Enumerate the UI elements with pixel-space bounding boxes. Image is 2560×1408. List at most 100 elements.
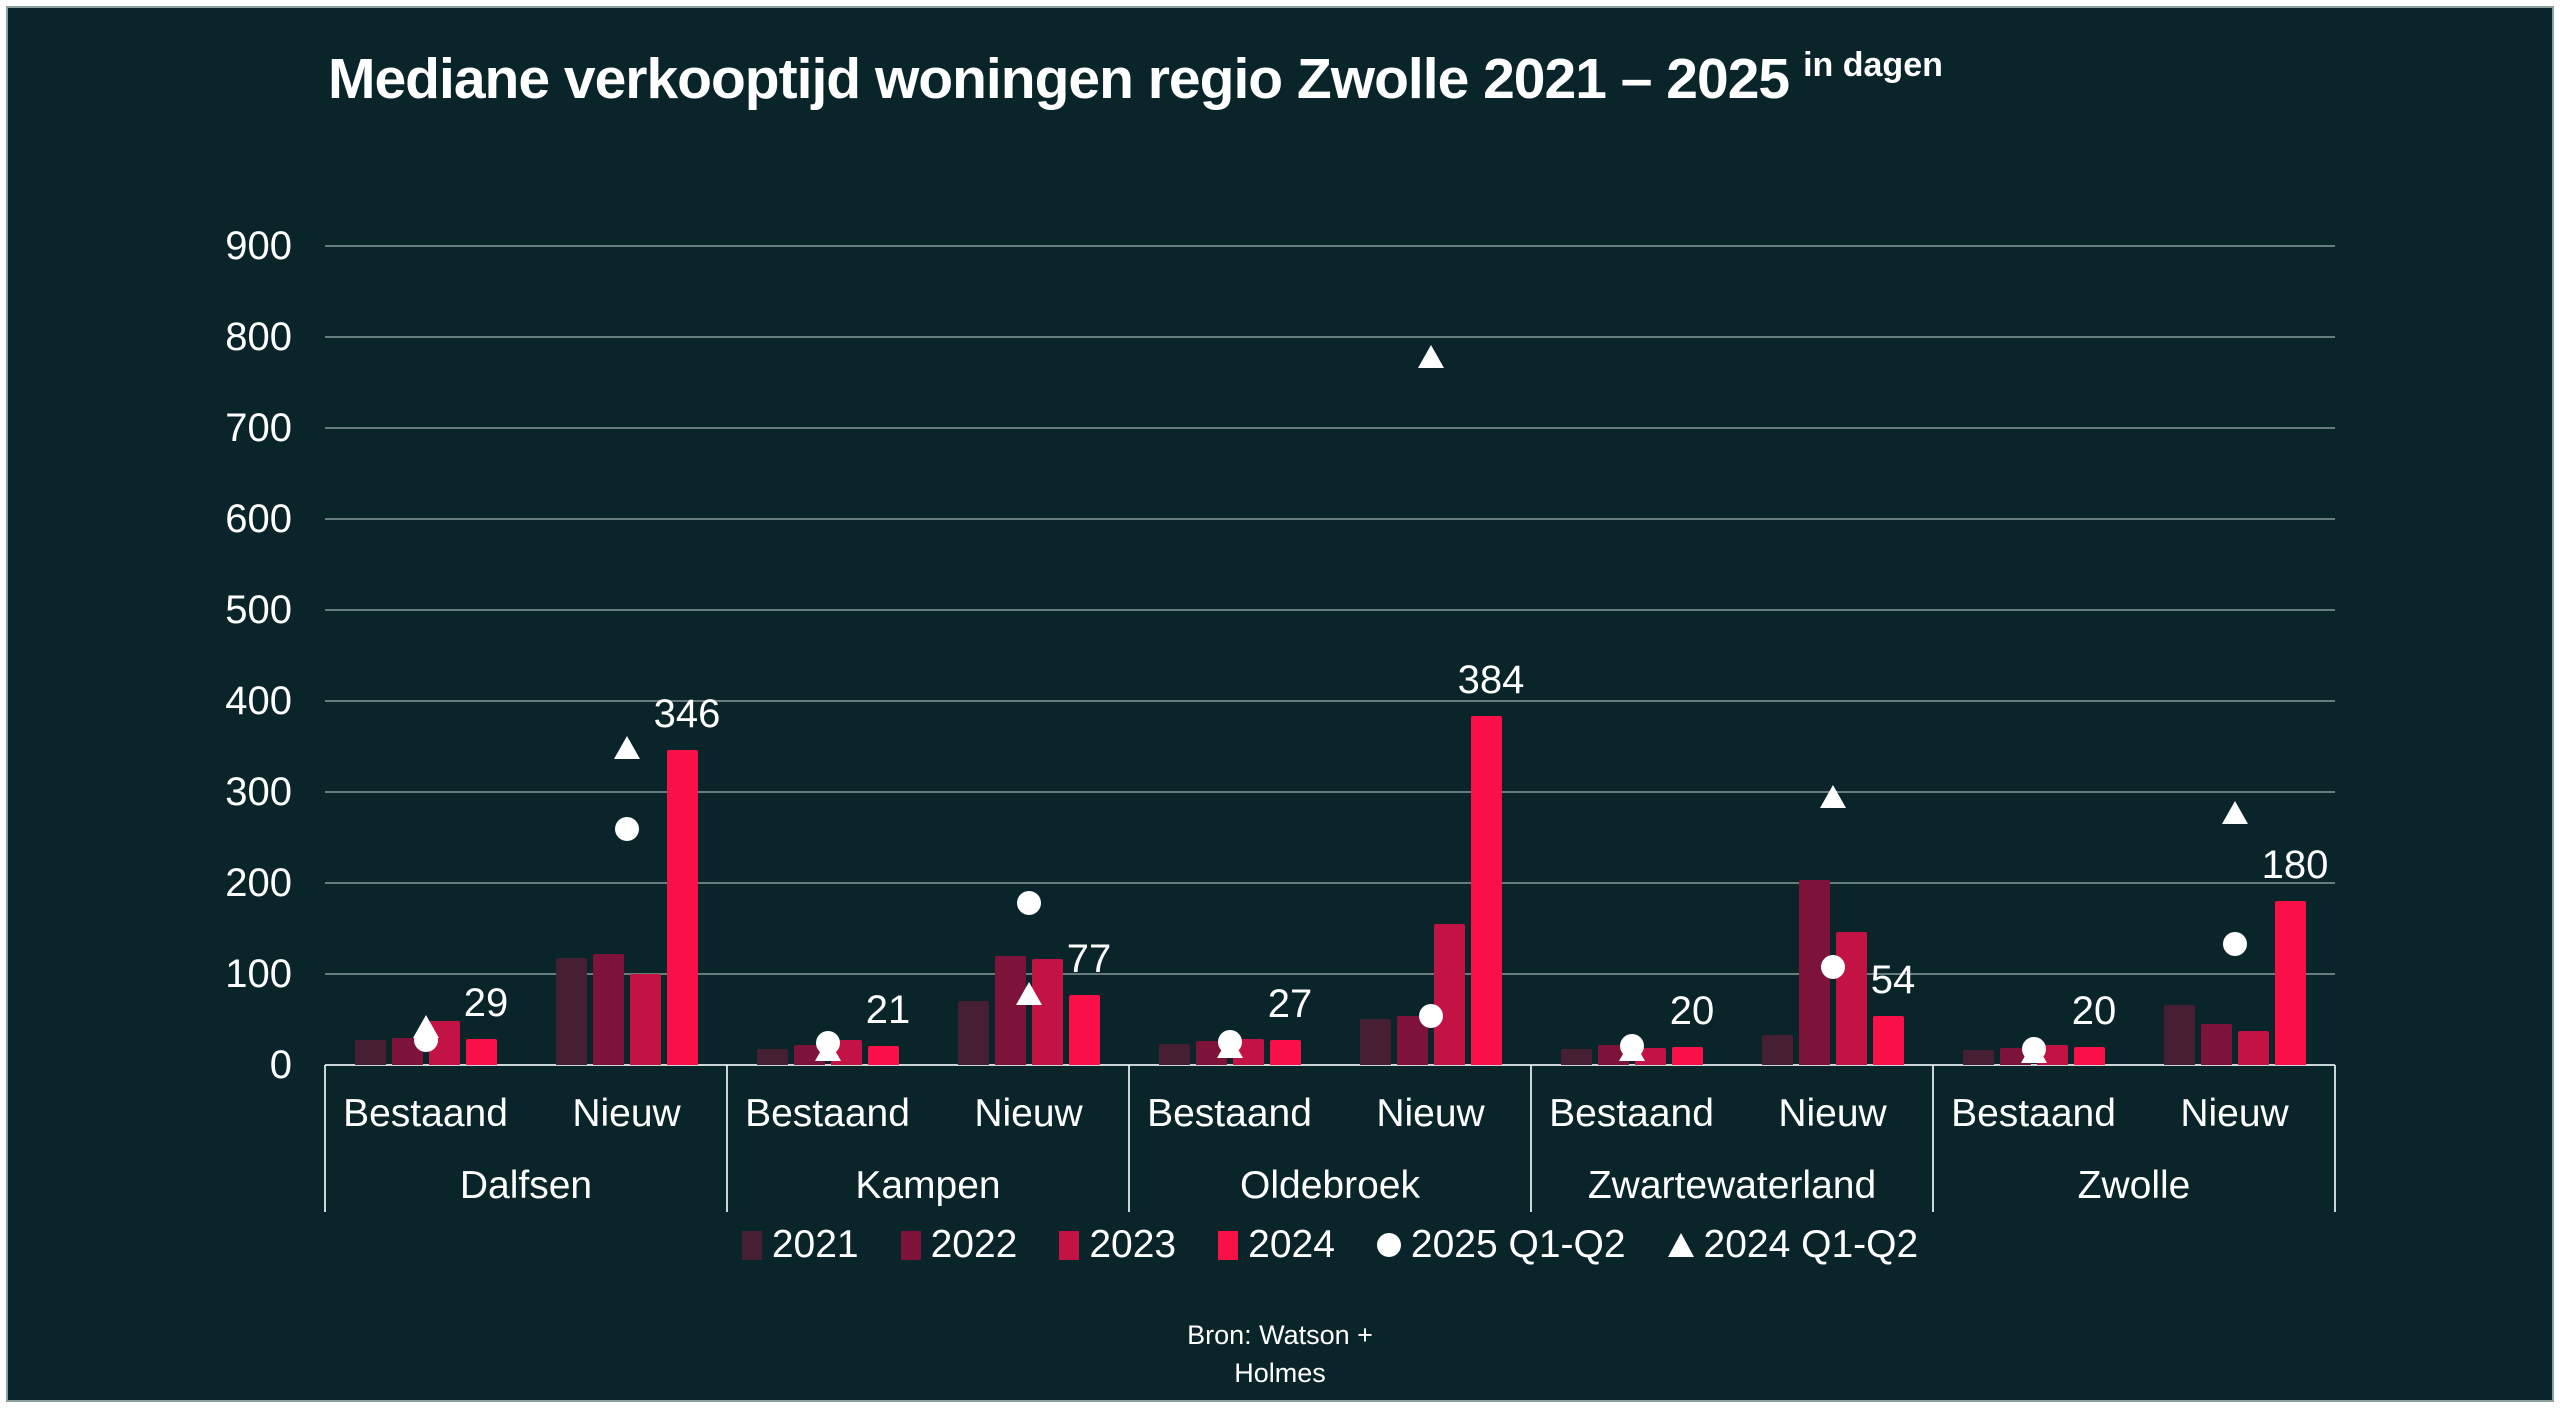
circle-marker-2025-q1q2 <box>1619 1033 1644 1058</box>
x-axis-municipality-label: Zwartewaterland <box>1587 1164 1877 1207</box>
legend-label: 2021 <box>771 1223 859 1266</box>
bar-2022 <box>994 955 1026 1065</box>
bar-2021 <box>1962 1050 1994 1065</box>
x-axis-subgroup-label: Nieuw <box>1376 1092 1485 1135</box>
bar-2024 <box>2274 901 2306 1065</box>
bar-2021 <box>2163 1004 2195 1065</box>
bar-value-label: 20 <box>2071 988 2117 1033</box>
source-line-1: Bron: Watson + <box>1187 1320 1373 1350</box>
y-axis-tick-label: 900 <box>225 224 292 268</box>
source-line-2: Holmes <box>1234 1358 1326 1388</box>
bar-2023 <box>629 974 661 1065</box>
x-axis-subgroup-label: Bestaand <box>745 1092 910 1135</box>
bar-2021 <box>957 1001 989 1065</box>
triangle-marker-2024-q1q2 <box>1819 785 1846 809</box>
legend-swatch-icon <box>741 1230 762 1260</box>
circle-marker-2025-q1q2 <box>815 1031 840 1056</box>
x-axis-subgroup-label: Bestaand <box>1147 1092 1312 1135</box>
legend-item-2024: 2024 <box>1218 1223 1335 1267</box>
bar-2021 <box>555 957 587 1065</box>
legend-swatch-icon <box>900 1230 921 1260</box>
gridline-200 <box>325 882 2335 884</box>
bar-2022 <box>592 953 624 1065</box>
y-axis-tick-label: 300 <box>225 770 292 814</box>
circle-marker-2025-q1q2 <box>2021 1036 2046 1061</box>
title-text: Mediane verkooptijd woningen regio Zwoll… <box>328 47 1790 111</box>
x-axis-group-separator <box>1530 1065 1532 1212</box>
circle-marker-2025-q1q2 <box>1016 891 1041 916</box>
bar-2021 <box>756 1048 788 1065</box>
x-axis-municipality-label: Zwolle <box>2077 1164 2191 1207</box>
bar-2024 <box>867 1045 899 1065</box>
y-axis-tick-label: 800 <box>225 315 292 359</box>
bar-2021 <box>1761 1034 1793 1065</box>
x-axis-subgroup-label: Nieuw <box>974 1092 1083 1135</box>
x-axis-municipality-label: Oldebroek <box>1240 1164 1420 1207</box>
legend-swatch-icon <box>1059 1230 1080 1260</box>
bar-2024 <box>2073 1046 2105 1065</box>
circle-marker-2025-q1q2 <box>1820 954 1845 979</box>
bar-2023 <box>1031 958 1063 1065</box>
gridline-600 <box>325 518 2335 520</box>
bar-2023 <box>1835 932 1867 1065</box>
triangle-marker-2024-q1q2 <box>2221 800 2248 824</box>
bar-2023 <box>2237 1031 2269 1065</box>
y-axis-tick-label: 0 <box>269 1043 292 1087</box>
x-axis-group-separator <box>1128 1065 1130 1212</box>
bar-2022 <box>2200 1024 2232 1065</box>
legend-triangle-icon <box>1667 1233 1694 1257</box>
bar-2021 <box>1359 1018 1391 1065</box>
x-axis-group-separator <box>2334 1065 2336 1212</box>
gridline-400 <box>325 700 2335 702</box>
bar-2024 <box>1671 1046 1703 1065</box>
legend-item-2025-q1-q2: 2025 Q1-Q2 <box>1376 1223 1626 1267</box>
bar-2021 <box>354 1039 386 1065</box>
legend-circle-icon <box>1376 1233 1401 1257</box>
y-axis-tick-label: 500 <box>225 588 292 632</box>
x-axis-subgroup-label: Bestaand <box>1951 1092 2116 1135</box>
circle-marker-2025-q1q2 <box>413 1028 438 1053</box>
gridline-300 <box>325 791 2335 793</box>
title-superscript: in dagen <box>1803 46 1943 84</box>
legend-label: 2024 Q1-Q2 <box>1703 1223 1919 1266</box>
bar-2024 <box>666 750 698 1065</box>
circle-marker-2025-q1q2 <box>1418 1003 1443 1028</box>
bar-value-label: 384 <box>1457 657 1525 702</box>
x-axis-municipality-label: Dalfsen <box>459 1164 593 1207</box>
legend-item-2022: 2022 <box>900 1223 1017 1267</box>
gridline-700 <box>325 427 2335 429</box>
bar-2024 <box>1068 994 1100 1065</box>
bar-value-label: 54 <box>1870 957 1916 1002</box>
bar-2024 <box>1269 1040 1301 1065</box>
gridline-100 <box>325 973 2335 975</box>
legend-item-2023: 2023 <box>1059 1223 1176 1267</box>
x-axis-group-separator <box>1932 1065 1934 1212</box>
bar-2024 <box>465 1038 497 1065</box>
legend-label: 2025 Q1-Q2 <box>1410 1223 1626 1266</box>
triangle-marker-2024-q1q2 <box>1417 345 1444 369</box>
bar-value-label: 180 <box>2261 843 2329 888</box>
x-axis-subgroup-label: Bestaand <box>343 1092 508 1135</box>
circle-marker-2025-q1q2 <box>2222 931 2247 956</box>
page-title: Mediane verkooptijd woningen regio Zwoll… <box>328 46 1943 112</box>
circle-marker-2025-q1q2 <box>614 817 639 842</box>
x-axis-group-separator <box>324 1065 326 1212</box>
bar-2023 <box>1433 923 1465 1065</box>
y-axis-tick-label: 600 <box>225 497 292 541</box>
source-note: Bron: Watson + Holmes <box>0 1316 2560 1392</box>
legend-swatch-icon <box>1218 1230 1239 1260</box>
x-axis-subgroup-label: Bestaand <box>1549 1092 1714 1135</box>
gridline-900 <box>325 245 2335 247</box>
triangle-marker-2024-q1q2 <box>613 736 640 760</box>
bar-value-label: 20 <box>1669 988 1715 1033</box>
x-axis-subgroup-label: Nieuw <box>2180 1092 2289 1135</box>
legend-label: 2024 <box>1248 1223 1335 1266</box>
bar-value-label: 21 <box>865 987 911 1032</box>
bar-2024 <box>1470 715 1502 1065</box>
legend-item-2021: 2021 <box>741 1223 859 1267</box>
x-axis-subgroup-label: Nieuw <box>1778 1092 1887 1135</box>
legend-label: 2023 <box>1089 1223 1177 1266</box>
circle-marker-2025-q1q2 <box>1217 1030 1242 1055</box>
chart-legend: 2021 2022 2023 2024 2025 Q1-Q2 2024 Q1-Q2 <box>325 1218 2335 1272</box>
